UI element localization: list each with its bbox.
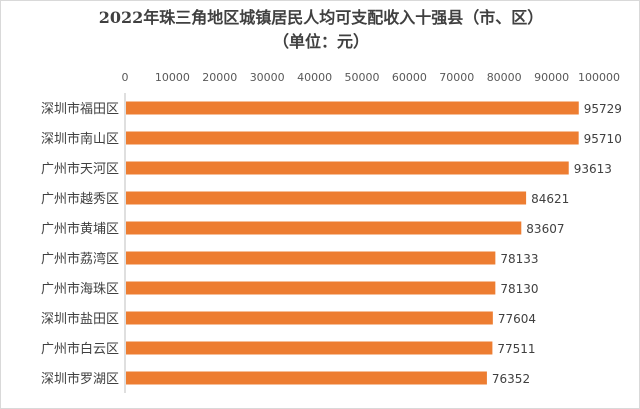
x-tick-label: 0	[122, 71, 129, 84]
chart-subtitle: （单位：元）	[272, 32, 369, 51]
data-label: 83607	[526, 222, 564, 236]
bar	[126, 251, 496, 265]
data-label: 93613	[574, 162, 612, 176]
category-label: 广州市海珠区	[41, 281, 119, 297]
category-label: 广州市越秀区	[41, 191, 119, 207]
data-label: 76352	[492, 372, 530, 386]
bar	[126, 281, 496, 295]
category-label: 广州市荔湾区	[41, 251, 119, 267]
x-tick-label: 10000	[155, 71, 190, 84]
category-label: 深圳市盐田区	[41, 311, 119, 327]
category-label: 深圳市罗湖区	[41, 371, 119, 387]
x-tick-label: 100000	[578, 71, 620, 84]
category-label: 深圳市南山区	[41, 131, 119, 147]
x-tick-label: 70000	[439, 71, 474, 84]
data-label: 95729	[584, 102, 622, 116]
bar	[126, 191, 527, 205]
data-label: 95710	[584, 132, 622, 146]
data-label: 77604	[498, 312, 536, 326]
chart-title: 2022年珠三角地区城镇居民人均可支配收入十强县（市、区）	[98, 8, 544, 27]
bar	[126, 221, 522, 235]
bar	[126, 161, 569, 175]
bar	[126, 371, 487, 385]
data-labels: 95729 95710 93613 84621 83607 78133 78130 77604…	[492, 102, 622, 386]
data-label: 78133	[500, 252, 538, 266]
category-label: 广州市白云区	[41, 341, 119, 357]
data-label: 78130	[500, 282, 538, 296]
bar	[126, 131, 579, 145]
x-tick-label: 50000	[345, 71, 380, 84]
category-label: 广州市天河区	[41, 161, 119, 177]
category-labels: 深圳市福田区深圳市南山区广州市天河区广州市越秀区广州市黄埔区广州市荔湾区广州市海…	[41, 101, 119, 387]
x-tick-label: 30000	[250, 71, 285, 84]
data-label: 77511	[497, 342, 535, 356]
x-tick-label: 90000	[534, 71, 569, 84]
bar	[126, 101, 579, 115]
x-tick-label: 80000	[487, 71, 522, 84]
bars	[126, 101, 579, 385]
bar	[126, 341, 493, 355]
x-tick-label: 20000	[202, 71, 237, 84]
bar	[126, 311, 493, 325]
x-axis-ticks: 0 10000 20000 30000 40000 50000 60000 70000 8000…	[122, 71, 621, 84]
category-label: 深圳市福田区	[41, 101, 119, 117]
x-tick-label: 40000	[297, 71, 332, 84]
data-label: 84621	[531, 192, 569, 206]
x-tick-label: 60000	[392, 71, 427, 84]
category-label: 广州市黄埔区	[41, 221, 119, 237]
